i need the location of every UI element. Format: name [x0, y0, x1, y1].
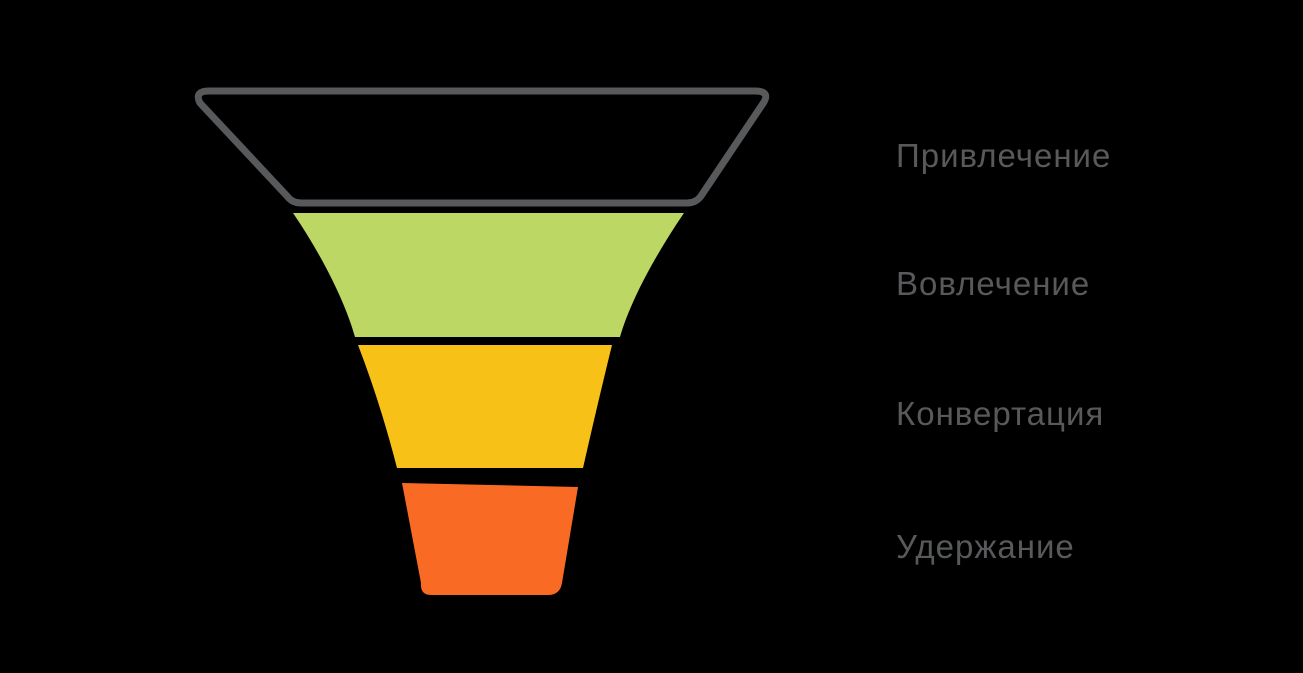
funnel-stage-retention-shape: [402, 483, 578, 595]
funnel-stage-engagement-shape: [293, 213, 684, 337]
stage-label-conversion: Конвертация: [896, 395, 1105, 432]
stage-label-attraction: Привлечение: [896, 137, 1112, 174]
stage-label-retention: Удержание: [896, 528, 1075, 565]
funnel-stage-conversion-shape: [358, 345, 612, 468]
stage-label-engagement: Вовлечение: [896, 265, 1091, 302]
funnel-stage-attraction-shape: [194, 87, 770, 207]
